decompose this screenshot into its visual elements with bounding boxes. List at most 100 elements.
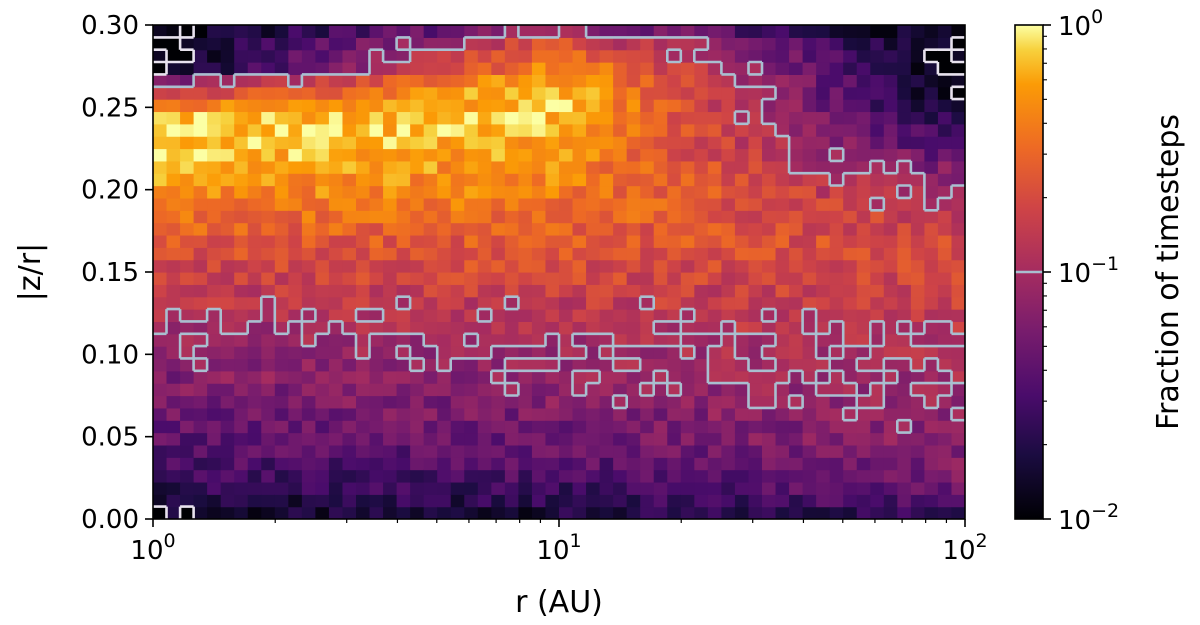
heatmap-cell [504,506,519,519]
heatmap-cell [613,506,628,519]
heatmap-cell [924,173,939,187]
heatmap-cell [247,259,262,273]
heatmap-cell [883,494,898,508]
heatmap-cell [816,259,831,273]
heatmap-cell [220,296,235,310]
heatmap-cell [897,272,912,285]
heatmap-cell [789,469,804,483]
heatmap-cell [653,358,668,372]
heatmap-cell [518,160,533,174]
heatmap-cell [328,494,344,508]
heatmap-cell [897,37,912,51]
heatmap-cell [910,62,925,75]
heatmap-cell [220,481,235,495]
heatmap-cell [762,432,777,446]
heatmap-cell [518,309,533,322]
heatmap-cell [802,346,817,360]
heatmap-cell [383,481,398,495]
heatmap-cell [721,420,736,434]
heatmap-cell [396,86,411,100]
heatmap-cell [328,185,344,199]
heatmap-cell [653,148,668,162]
heatmap-cell [613,333,628,347]
heatmap-cell [924,148,939,162]
heatmap-cell [667,160,682,174]
heatmap-cell [937,358,953,372]
heatmap-cell [829,321,844,335]
heatmap-cell [220,284,235,298]
heatmap-cell [545,37,560,51]
heatmap-cell [734,160,750,174]
heatmap-cell [261,420,276,434]
heatmap-cell [559,222,574,236]
heatmap-cell [910,444,925,458]
heatmap-cell [640,296,655,310]
heatmap-cell [234,272,249,285]
heatmap-cell [410,481,425,495]
heatmap-cell [531,370,547,384]
heatmap-cell [856,234,871,248]
heatmap-cell [342,136,357,150]
heatmap-cell [653,86,668,100]
heatmap-cell [613,111,628,125]
heatmap-cell [207,62,222,75]
heatmap-cell [234,346,249,360]
heatmap-cell [762,25,777,38]
heatmap-cell [545,173,560,187]
heatmap-cell [910,99,925,113]
heatmap-cell [274,234,289,248]
heatmap-cell [342,210,357,224]
heatmap-cell [166,469,181,483]
heatmap-cell [450,247,465,261]
heatmap-cell [843,457,858,471]
heatmap-cell [193,296,208,310]
heatmap-cell [504,346,519,360]
heatmap-cell [274,111,289,125]
heatmap-cell [937,173,953,187]
heatmap-cell [220,309,235,322]
heatmap-cell [951,432,965,446]
heatmap-cell [356,173,371,187]
heatmap-cell [545,383,560,397]
heatmap-cell [816,494,831,508]
heatmap-cell [328,37,344,51]
heatmap-cell [180,370,195,384]
heatmap-cell [653,197,668,211]
heatmap-cell [464,222,479,236]
heatmap-cell [856,25,871,38]
heatmap-cell [220,259,235,273]
heatmap-cell [301,37,316,51]
heatmap-cell [748,407,763,421]
heatmap-cell [247,432,262,446]
heatmap-cell [951,210,965,224]
heatmap-cell [843,259,858,273]
heatmap-cell [897,407,912,421]
heatmap-cell [572,432,587,446]
heatmap-cell [640,432,655,446]
heatmap-cell [423,333,438,347]
heatmap-cell [423,481,438,495]
heatmap-cell [301,173,316,187]
heatmap-cell [328,259,344,273]
heatmap-cell [166,234,181,248]
heatmap-cell [802,160,817,174]
heatmap-cell [707,321,722,335]
heatmap-cell [477,333,492,347]
heatmap-cell [234,469,249,483]
heatmap-cell [274,148,289,162]
heatmap-cell [924,99,939,113]
heatmap-cell [193,197,208,211]
heatmap-cell [897,136,912,150]
heatmap-cell [193,185,208,199]
heatmap-cell [721,222,736,236]
heatmap-cell [640,234,655,248]
heatmap-cell [762,506,777,519]
heatmap-cell [437,25,452,38]
heatmap-cell [491,383,506,397]
heatmap-cell [572,333,587,347]
heatmap-cell [789,407,804,421]
heatmap-cell [166,284,181,298]
heatmap-cell [274,481,289,495]
heatmap-cell [234,111,249,125]
heatmap-cell [762,321,777,335]
